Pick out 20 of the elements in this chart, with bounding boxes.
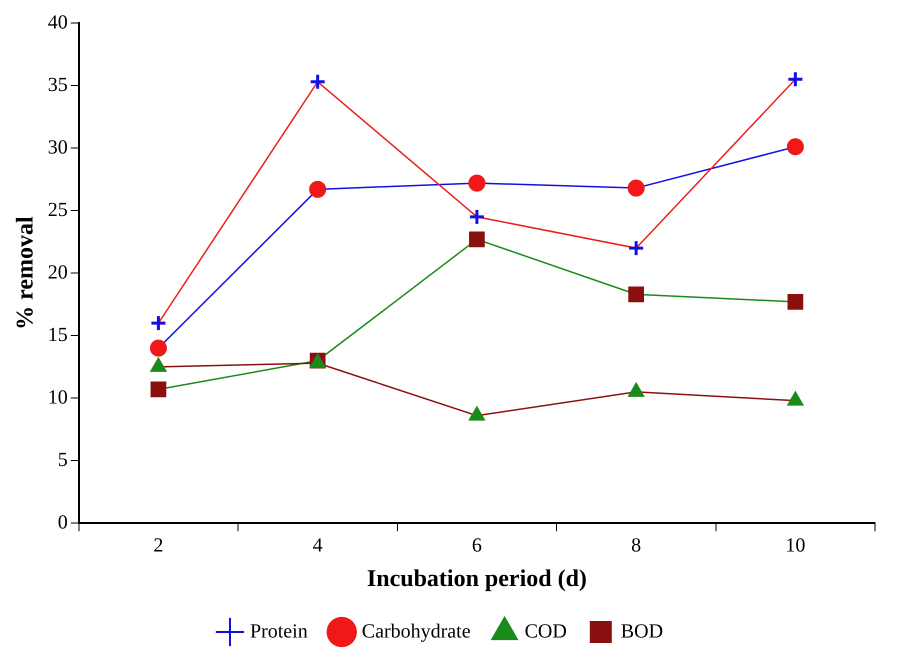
y-tick-label: 20 [48,261,68,284]
y-axis-title: % removal [12,216,39,330]
y-tick-label: 0 [58,511,68,534]
legend-label: Carbohydrate [362,620,471,642]
y-tick-label: 40 [48,11,68,34]
legend-label: BOD [620,620,664,642]
x-axis-title: Incubation period (d) [366,566,587,592]
legend-label: COD [524,620,567,642]
x-tick-label: 8 [631,534,642,556]
y-tick-label: 30 [48,136,68,158]
y-tick-label: 10 [48,386,68,408]
y-tick-label: 35 [48,74,68,96]
x-tick-label: 10 [785,534,806,556]
y-tick-label: 15 [48,324,68,346]
y-tick-label: 5 [58,448,68,471]
x-tick-label: 6 [472,534,482,556]
legend-label: Protein [250,620,308,642]
x-tick-label: 4 [312,534,323,556]
y-tick-label: 25 [48,198,68,221]
x-tick-label: 2 [153,534,164,556]
